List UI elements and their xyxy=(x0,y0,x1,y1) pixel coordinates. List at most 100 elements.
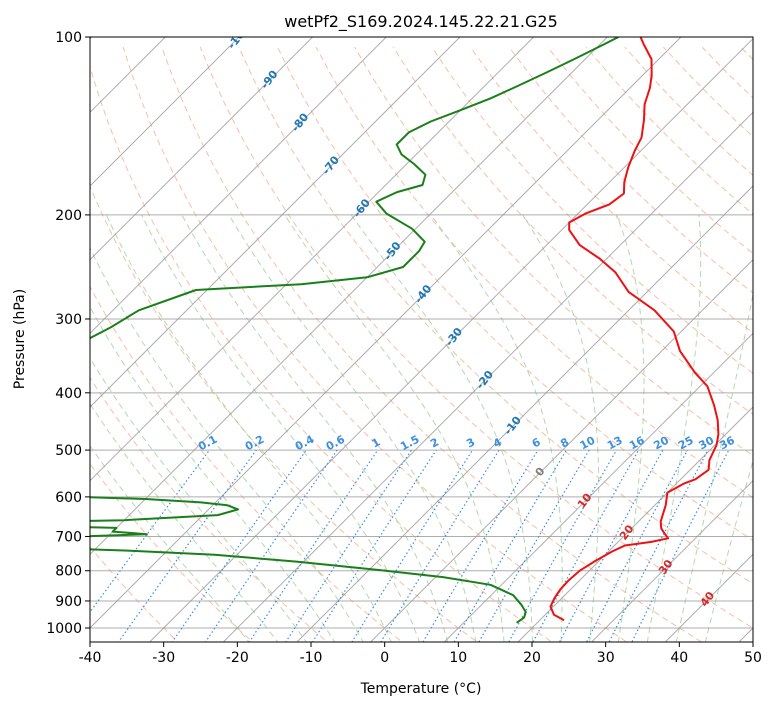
y-tick-label: 500 xyxy=(55,443,82,459)
moist-adiabat-line xyxy=(90,306,336,642)
dry-adiabat-line xyxy=(90,64,553,642)
moist-adiabat-line xyxy=(141,214,420,642)
isotherm-line xyxy=(90,37,388,335)
moist-adiabat-line xyxy=(350,214,533,642)
mixing-ratio-line xyxy=(631,449,730,642)
isotherm-line xyxy=(90,37,461,408)
x-tick-label: 50 xyxy=(744,650,762,666)
y-tick-label: 1000 xyxy=(46,621,82,637)
mixing-ratio-line xyxy=(380,449,500,642)
isotherm-line xyxy=(222,111,753,642)
mixing-ratio-line xyxy=(311,449,437,642)
moist-adiabat-line xyxy=(522,214,600,642)
mixing-ratio-label: 2 xyxy=(428,435,441,450)
mixing-ratio-line xyxy=(422,449,539,642)
y-tick-label: 300 xyxy=(55,312,82,328)
x-axis-ticks: -40 -30 -20 -10 0 10 20 30 40 50 xyxy=(79,642,762,666)
isotherm-line xyxy=(90,37,314,261)
dry-adiabat-line xyxy=(469,46,753,334)
moist-adiabat-line xyxy=(284,214,505,642)
dry-adiabat-line xyxy=(431,46,753,375)
y-tick-label: 700 xyxy=(55,530,82,546)
dry-adiabat-line xyxy=(315,46,753,499)
dry-adiabat-line xyxy=(122,46,628,642)
isotherm-line xyxy=(738,627,753,642)
isotherm-line xyxy=(90,37,609,556)
isotherm-gridlines xyxy=(90,37,753,642)
mixing-ratio-label: 3 xyxy=(464,435,477,450)
dry-adiabat-line xyxy=(701,46,753,99)
temperature-profile xyxy=(549,37,720,622)
isotherm-line xyxy=(90,37,240,187)
isotherm-line xyxy=(369,258,753,642)
mixing-ratio-label: 36 xyxy=(717,434,737,453)
isotherm-line xyxy=(296,185,753,642)
mixing-ratio-line xyxy=(558,449,664,642)
isotherm-line xyxy=(148,37,753,642)
mixing-ratio-label: 20 xyxy=(651,434,671,453)
moist-adiabat-line xyxy=(675,291,753,642)
mixing-ratio-line xyxy=(351,449,473,642)
x-tick-label: -30 xyxy=(152,650,175,666)
moist-adiabat-line xyxy=(430,214,563,642)
mixing-ratio-label: 30 xyxy=(697,434,717,453)
mixing-ratio-line xyxy=(453,449,567,642)
x-axis-label: Temperature (°C) xyxy=(360,681,482,697)
y-tick-label: 100 xyxy=(55,30,82,46)
mixing-ratio-line xyxy=(117,449,257,642)
y-tick-label: 400 xyxy=(55,386,82,402)
chart-title: wetPf2_S169.2024.145.22.21.G25 xyxy=(284,12,558,32)
isotherm-line xyxy=(443,332,753,642)
mixing-ratio-line xyxy=(508,449,618,642)
dry-adiabat-line xyxy=(508,46,753,294)
dry-adiabat-line xyxy=(90,285,404,642)
mixing-ratio-label: 25 xyxy=(676,434,696,453)
plot-area: -100-90-80-70-60-50-40-30-20-10010203040… xyxy=(90,37,753,642)
x-tick-label: 10 xyxy=(449,650,467,666)
mixing-ratio-line xyxy=(90,449,210,614)
dry-adiabat-line xyxy=(161,46,703,642)
mixing-ratio-line xyxy=(532,449,640,642)
mixing-ratio-label: 4 xyxy=(491,435,504,450)
mixing-ratio-line xyxy=(248,449,379,642)
moist-adiabat-line xyxy=(704,458,753,642)
dry-adiabat-line xyxy=(199,46,753,629)
mixing-ratio-line xyxy=(478,449,590,642)
dry-adiabat-line xyxy=(277,46,753,541)
mixing-ratio-line xyxy=(171,449,307,642)
dry-adiabat-line xyxy=(354,46,753,457)
moist-adiabat-line xyxy=(181,214,449,642)
isobar-gridlines xyxy=(90,37,753,629)
y-tick-label: 200 xyxy=(55,208,82,224)
x-tick-label: -20 xyxy=(226,650,249,666)
x-tick-label: -10 xyxy=(300,650,323,666)
moist-adiabat-line xyxy=(90,357,307,642)
mixing-ratio-lines xyxy=(90,449,730,642)
dry-adiabat-line xyxy=(624,46,753,176)
y-tick-label: 800 xyxy=(55,564,82,580)
isotherm-line xyxy=(90,37,535,482)
moist-adiabat-line xyxy=(105,214,392,642)
dry-adiabat-line xyxy=(90,185,478,642)
y-axis-ticks: 100 200 300 400 500 600 700 800 900 1000 xyxy=(46,30,90,637)
isotherm-line xyxy=(90,37,682,629)
dry-adiabats xyxy=(90,46,753,642)
moist-adiabat-line xyxy=(646,214,702,642)
plot-frame xyxy=(89,36,754,643)
x-tick-label: -40 xyxy=(79,650,102,666)
y-tick-label: 600 xyxy=(55,490,82,506)
x-tick-label: 30 xyxy=(597,650,615,666)
dry-adiabat-line xyxy=(90,545,179,642)
x-tick-label: 0 xyxy=(380,650,389,666)
moist-adiabat-line xyxy=(90,246,364,642)
sounding-series xyxy=(90,37,720,624)
mixing-ratio-label: 16 xyxy=(627,434,647,453)
isotherm-line xyxy=(517,406,753,642)
mixing-ratio-label: 6 xyxy=(530,435,543,450)
x-tick-label: 20 xyxy=(523,650,541,666)
dewpoint-profile xyxy=(90,37,619,624)
isotherm-line xyxy=(590,479,753,642)
dry-adiabat-line xyxy=(90,376,329,642)
mixing-ratio-line xyxy=(285,449,412,642)
